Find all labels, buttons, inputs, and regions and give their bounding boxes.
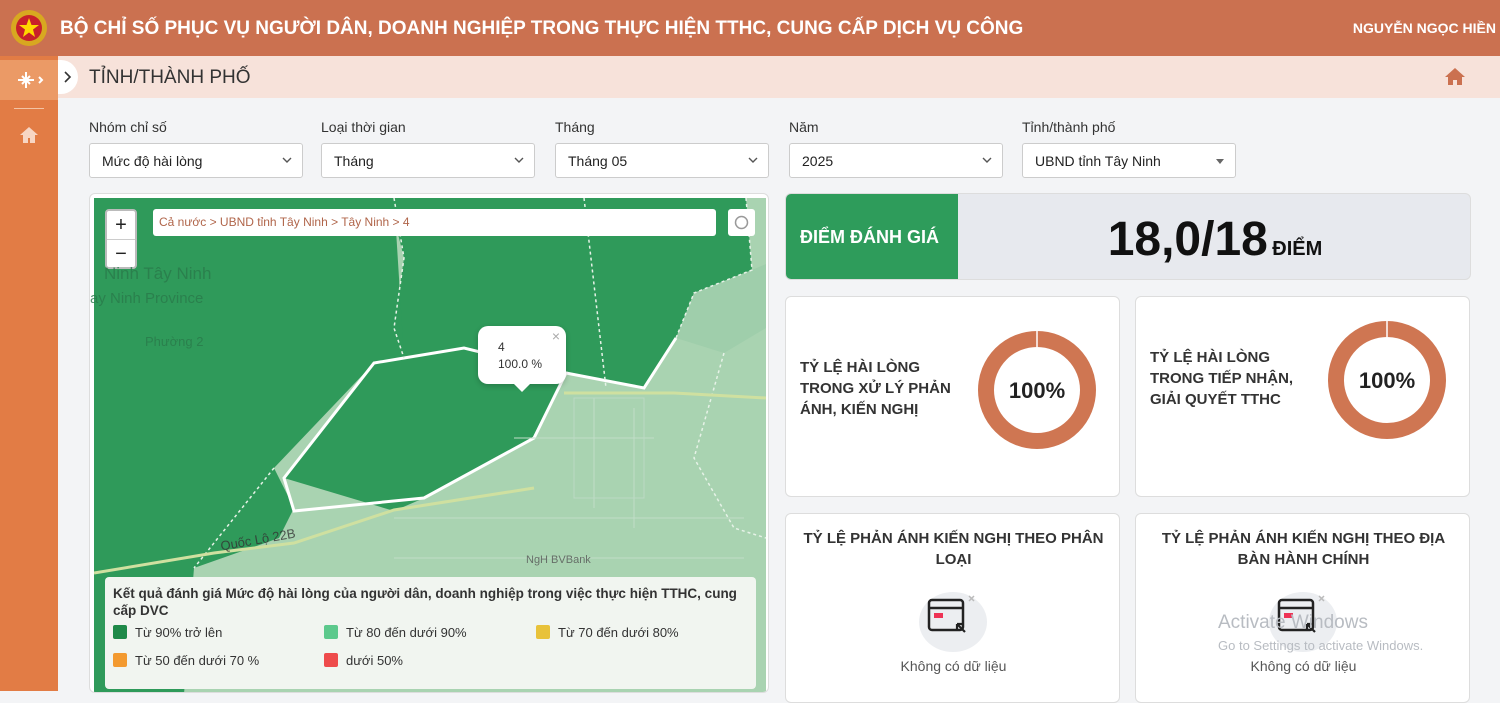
filter-select[interactable]: UBND tỉnh Tây Ninh [1022,143,1236,178]
filter-value: Tháng 05 [568,153,628,169]
watermark-text: Go to Settings to activate Windows. [1218,638,1424,653]
watermark-title: Activate Windows [1218,612,1368,633]
map-breadcrumb[interactable]: Cả nước > UBND tỉnh Tây Ninh > Tây Ninh … [153,209,716,236]
legend-label: Từ 70 đến dưới 80% [558,625,679,640]
legend-item[interactable]: dưới 50% [324,653,403,668]
filter-select[interactable]: Mức độ hài lòng [89,143,303,178]
map-popup: 4 100.0 % × [478,326,566,392]
filter-select[interactable]: 2025 [789,143,1003,178]
map-label: ay Ninh Province [90,290,204,307]
app-title: BỘ CHỈ SỐ PHỤC VỤ NGƯỜI DÂN, DOANH NGHIỆ… [60,18,1024,39]
popup-name: 4 [498,340,505,354]
rate-value: 100% [1358,368,1416,393]
rate-title: TỶ LỆ HÀI LÒNG TRONG XỬ LÝ PHẢN ÁNH, KIẾ… [800,359,951,418]
chart-card: TỶ LỆ PHẢN ÁNH KIẾN NGHỊ THEO ĐỊA BÀN HÀ… [1135,513,1470,703]
legend-item[interactable]: Từ 70 đến dưới 80% [536,625,679,640]
rate-value: 100% [1008,378,1066,403]
empty-icon [1269,592,1337,652]
donut [978,331,1096,449]
empty-icon [919,592,987,652]
refresh-button[interactable] [728,209,755,236]
score-display: 18,0/18 ĐIỂM [958,212,1470,267]
rate-card: TỶ LỆ HÀI LÒNG TRONG TIẾP NHẬN, GIẢI QUY… [1135,296,1470,497]
map-label: Ninh Tây Ninh [104,264,212,283]
user-name[interactable]: NGUYỄN NGỌC HIỀN [1352,20,1496,36]
filter-label: Tỉnh/thành phố [1022,119,1116,135]
header: BỘ CHỈ SỐ PHỤC VỤ NGƯỜI DÂN, DOANH NGHIỆ… [0,0,1500,56]
zoom-in[interactable]: + [107,211,135,240]
chart-card: TỶ LỆ PHẢN ÁNH KIẾN NGHỊ THEO PHÂN LOẠI … [785,513,1120,703]
sidebar [0,56,58,691]
legend-label: Từ 90% trở lên [135,625,223,640]
legend-item[interactable]: Từ 80 đến dưới 90% [324,625,467,640]
map-label: Phường 2 [145,334,204,349]
legend-swatch [324,625,338,639]
legend-label: Từ 80 đến dưới 90% [346,625,467,640]
filter-value: Tháng [334,153,374,169]
legend-swatch [536,625,550,639]
collapse-button[interactable] [58,60,78,94]
filter-value: 2025 [802,153,834,169]
map-panel: + − Cả nước > UBND tỉnh Tây Ninh > Tây N… [89,193,769,693]
filter-label: Tháng [555,119,595,135]
score-value: 18,0/18 [1107,213,1268,266]
rate-title: TỶ LỆ HÀI LÒNG TRONG TIẾP NHẬN, GIẢI QUY… [1150,349,1294,408]
menu-toggle[interactable] [0,60,58,100]
empty-message: Không có dữ liệu [900,658,1007,674]
legend-item[interactable]: Từ 90% trở lên [113,625,222,640]
empty-message: Không có dữ liệu [1250,658,1357,674]
score-label: ĐIỂM ĐÁNH GIÁ [786,194,958,279]
home-button[interactable] [1444,67,1466,86]
map-legend: Kết quả đánh giá Mức độ hài lòng của ngư… [105,577,756,689]
zoom-out[interactable]: − [115,243,127,265]
popup-value: 100.0 % [498,357,543,371]
home-icon[interactable] [19,126,39,144]
filter-label: Loại thời gian [321,119,406,135]
legend-label: dưới 50% [346,653,403,668]
emblem [11,10,47,46]
score-unit: ĐIỂM [1272,238,1323,260]
legend-swatch [113,625,127,639]
chart-title: TỶ LỆ PHẢN ÁNH KIẾN NGHỊ THEO ĐỊA BÀN HÀ… [1161,530,1446,568]
filter-select[interactable]: Tháng 05 [555,143,769,178]
filter-value: Mức độ hài lòng [102,153,203,169]
filter-value: UBND tỉnh Tây Ninh [1035,153,1161,169]
popup-close[interactable]: × [551,328,560,344]
page-title: TỈNH/THÀNH PHỐ [89,67,251,88]
zoom-control: + − [105,209,137,269]
score-panel: ĐIỂM ĐÁNH GIÁ 18,0/18 ĐIỂM [785,193,1471,280]
donut [1328,321,1446,439]
sub-header: TỈNH/THÀNH PHỐ [58,56,1500,98]
filter-label: Nhóm chỉ số [89,119,167,135]
filter-label: Năm [789,119,819,135]
legend-label: Từ 50 đến dưới 70 % [135,653,260,668]
filter-select[interactable]: Tháng [321,143,535,178]
legend-item[interactable]: Từ 50 đến dưới 70 % [113,653,259,668]
map-label: NgH BVBank [526,554,591,566]
legend-swatch [113,653,127,667]
rate-card: TỶ LỆ HÀI LÒNG TRONG XỬ LÝ PHẢN ÁNH, KIẾ… [785,296,1120,497]
legend-swatch [324,653,338,667]
legend-title: Kết quả đánh giá Mức độ hài lòng của ngư… [113,586,737,618]
chart-title: TỶ LỆ PHẢN ÁNH KIẾN NGHỊ THEO PHÂN LOẠI [803,530,1104,568]
